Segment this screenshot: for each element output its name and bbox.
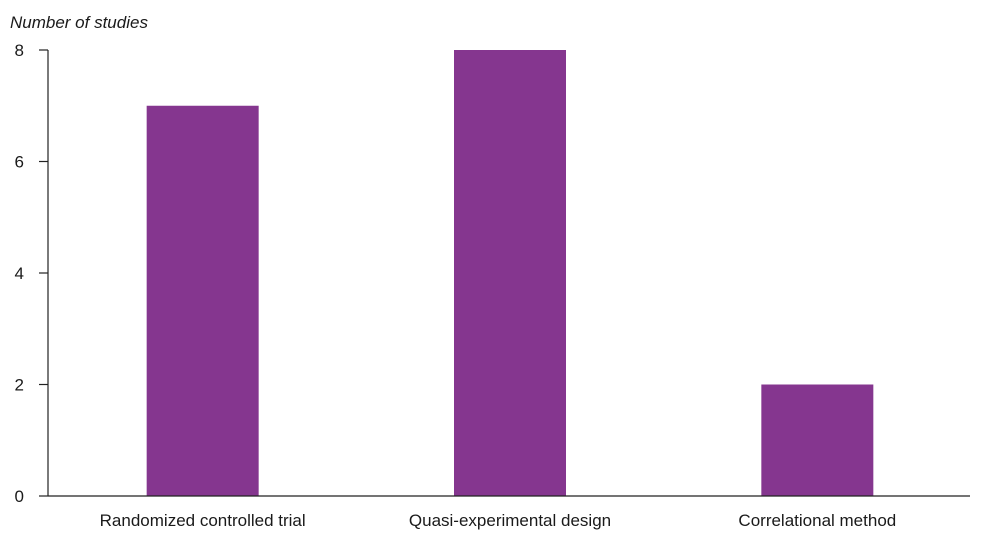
bar <box>146 105 259 496</box>
y-tick-label: 0 <box>15 487 24 506</box>
x-axis-labels: Randomized controlled trial Quasi-experim… <box>100 511 897 530</box>
y-axis-title: Number of studies <box>10 13 148 32</box>
y-tick-label: 6 <box>15 153 24 172</box>
bar <box>761 384 874 496</box>
x-category-label: Quasi-experimental design <box>409 511 611 530</box>
y-tick-label: 4 <box>15 264 24 283</box>
bars-group <box>146 50 874 496</box>
bar <box>454 50 566 496</box>
x-category-label: Randomized controlled trial <box>100 511 306 530</box>
y-axis: 0 2 4 6 8 <box>15 41 49 506</box>
y-tick-label: 2 <box>15 376 24 395</box>
x-category-label: Correlational method <box>738 511 896 530</box>
y-tick-label: 8 <box>15 41 24 60</box>
